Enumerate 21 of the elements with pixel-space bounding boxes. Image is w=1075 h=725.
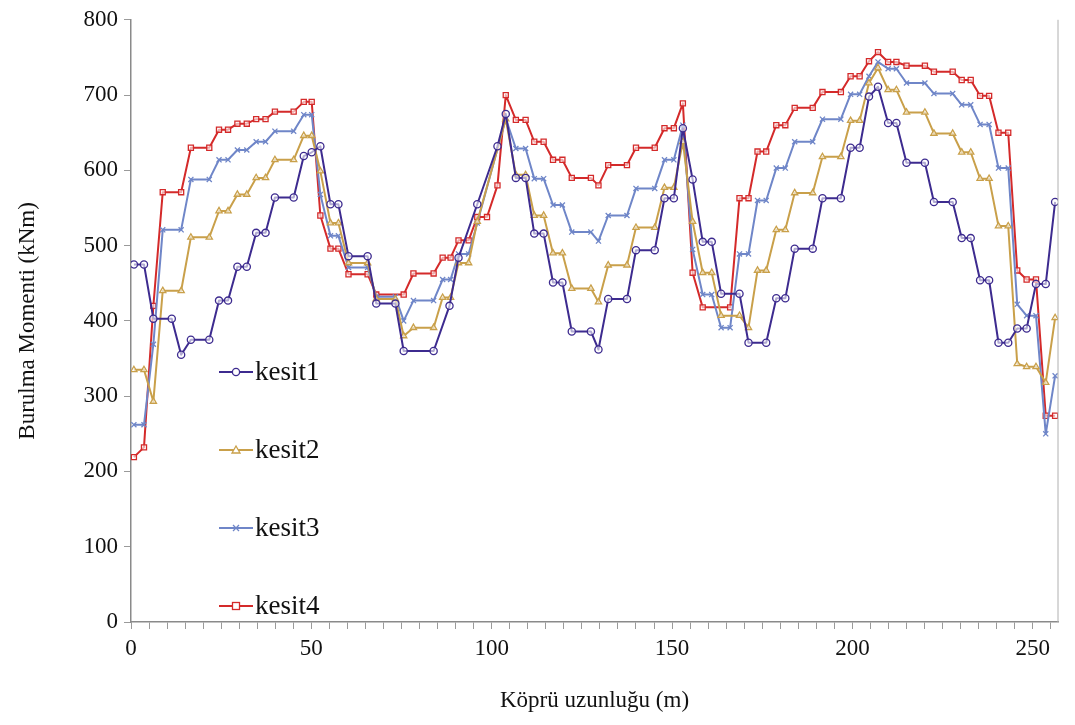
legend-label: kesit3 xyxy=(255,512,320,544)
y-tick-label: 200 xyxy=(83,457,118,483)
x-tick-label: 250 xyxy=(1015,634,1050,660)
x-axis-title: Köprü uzunluğu (m) xyxy=(499,687,690,713)
y-tick-label: 300 xyxy=(83,382,118,408)
y-tick-label: 600 xyxy=(83,156,118,182)
legend-label: kesit4 xyxy=(255,590,320,622)
y-axis-title: Burulma Momenti (kNm) xyxy=(13,202,39,440)
y-tick-label: 100 xyxy=(83,532,118,558)
y-tick-label: 400 xyxy=(83,306,118,332)
x-tick-label: 150 xyxy=(654,634,690,660)
x-tick-label: 0 xyxy=(125,634,137,660)
x-tick-label: 200 xyxy=(835,634,870,660)
y-tick-label: 500 xyxy=(83,231,118,257)
y-tick-label: 700 xyxy=(83,81,118,107)
y-tick-label: 800 xyxy=(83,5,118,31)
y-tick-label: 0 xyxy=(106,608,118,634)
legend-label: kesit1 xyxy=(255,356,320,388)
x-tick-label: 100 xyxy=(474,634,509,660)
legend-label: kesit2 xyxy=(255,434,320,466)
x-tick-label: 50 xyxy=(299,634,323,660)
